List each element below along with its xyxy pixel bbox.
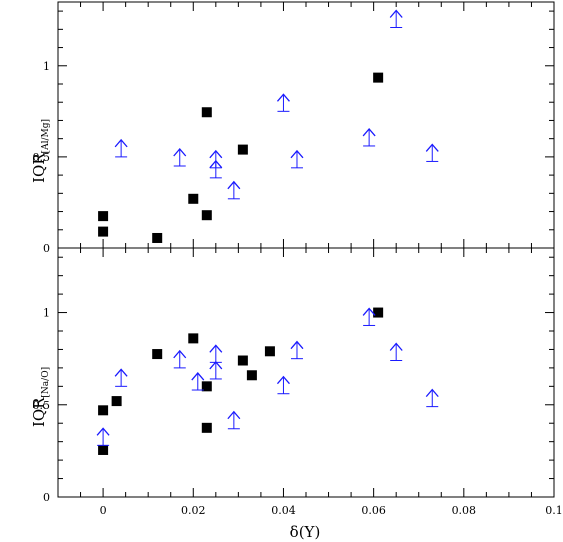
bottom-arrow-point <box>209 360 223 380</box>
bottom-arrow-point <box>114 368 128 387</box>
top-arrow-point <box>276 93 290 112</box>
top-y-axis-label: IQR[Al/Mg] <box>30 119 51 183</box>
bottom-square-point <box>373 307 384 318</box>
svg-text:IQR[Al/Mg]: IQR[Al/Mg] <box>30 119 51 183</box>
top-ylabel-sub: [Al/Mg] <box>41 119 51 153</box>
bottom-y-axis-label: IQR[Na/O] <box>30 367 51 427</box>
x-tick-label: 0 <box>100 504 107 517</box>
bottom-panel: 0 0.5 1 0 0.02 0.04 0.06 0.08 0.1 <box>33 247 563 517</box>
top-arrow-point <box>290 149 304 169</box>
bottom-arrow-point <box>425 388 439 408</box>
bottom-ylabel-main: IQR <box>30 397 48 427</box>
top-square-point <box>152 232 163 243</box>
bottom-arrow-point <box>290 340 304 360</box>
bottom-ylabel-sub: [Na/O] <box>41 367 51 398</box>
top-arrow-point <box>227 180 241 200</box>
top-square-point <box>98 226 109 237</box>
bottom-y-tick-label: 0 <box>43 491 50 504</box>
top-arrow-point <box>173 148 187 167</box>
bottom-square-point <box>98 444 109 455</box>
bottom-square-point <box>188 333 199 344</box>
bottom-arrow-point <box>389 342 403 362</box>
top-arrow-point <box>209 159 223 179</box>
top-y-tick-label: 0 <box>43 242 50 255</box>
bottom-arrow-point <box>173 349 187 369</box>
bottom-square-point <box>152 349 163 360</box>
x-tick-label: 0.08 <box>452 504 477 517</box>
bottom-square-point <box>237 355 248 366</box>
bottom-arrow-point <box>362 307 376 326</box>
bottom-square-point <box>264 346 275 357</box>
x-tick-label: 0.06 <box>361 504 386 517</box>
bottom-plot-frame <box>57 247 555 498</box>
top-square-point <box>373 72 384 83</box>
top-square-point <box>201 210 212 221</box>
top-square-point <box>237 144 248 155</box>
bottom-y-tick-label: 0.5 <box>33 399 51 412</box>
x-tick-label: 0.04 <box>271 504 296 517</box>
bottom-square-point <box>98 405 109 416</box>
x-tick-label: 0.1 <box>545 504 563 517</box>
bottom-arrow-point <box>227 410 241 430</box>
bottom-square-point <box>246 370 257 381</box>
top-arrow-point <box>425 143 439 162</box>
x-tick-label: 0.02 <box>181 504 206 517</box>
bottom-square-point <box>201 422 212 433</box>
top-panel: 00.51 <box>33 1 555 255</box>
top-ylabel-main: IQR <box>30 153 48 183</box>
top-y-tick-label: 0.5 <box>33 151 51 164</box>
top-plot-frame <box>57 1 555 249</box>
top-square-point <box>188 193 199 204</box>
bottom-arrow-point <box>96 427 110 446</box>
bottom-arrow-point <box>276 375 290 395</box>
top-arrow-point <box>389 9 403 29</box>
bottom-square-point <box>111 396 122 407</box>
top-square-point <box>98 211 109 222</box>
svg-text:IQR[Na/O]: IQR[Na/O] <box>30 367 51 427</box>
bottom-arrow-point <box>209 344 223 363</box>
top-square-point <box>201 107 212 118</box>
bottom-square-point <box>201 381 212 392</box>
x-axis-label: δ(Y) <box>290 523 321 541</box>
top-arrow-point <box>362 127 376 147</box>
top-y-tick-label: 1 <box>43 60 50 73</box>
bottom-y-tick-label: 1 <box>43 307 50 320</box>
bottom-arrow-point <box>191 372 205 391</box>
top-arrow-point <box>114 138 128 158</box>
